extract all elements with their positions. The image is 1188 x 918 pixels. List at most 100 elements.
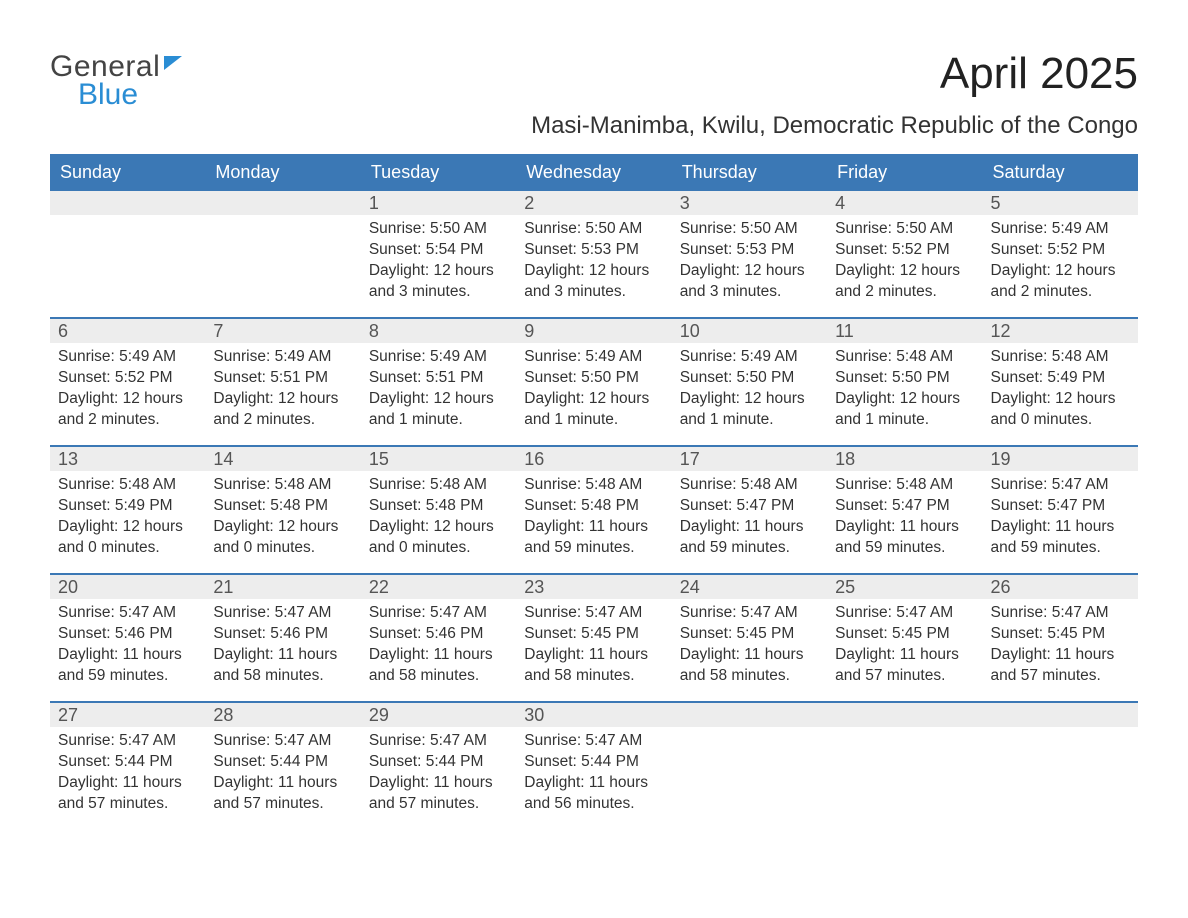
day-details: Sunrise: 5:48 AMSunset: 5:49 PMDaylight:… bbox=[983, 343, 1138, 431]
sunset-line: Sunset: 5:44 PM bbox=[524, 752, 663, 773]
sunrise-line: Sunrise: 5:50 AM bbox=[680, 219, 819, 240]
calendar-day-cell: 21Sunrise: 5:47 AMSunset: 5:46 PMDayligh… bbox=[205, 575, 360, 701]
day-number: 25 bbox=[827, 575, 982, 599]
month-title: April 2025 bbox=[531, 50, 1138, 98]
weekday-header-cell: Wednesday bbox=[516, 154, 671, 191]
sunrise-line: Sunrise: 5:48 AM bbox=[213, 475, 352, 496]
sunrise-line: Sunrise: 5:47 AM bbox=[991, 603, 1130, 624]
sunset-line: Sunset: 5:53 PM bbox=[680, 240, 819, 261]
day-number: 20 bbox=[50, 575, 205, 599]
day-details: Sunrise: 5:48 AMSunset: 5:48 PMDaylight:… bbox=[361, 471, 516, 559]
calendar-week-row: 20Sunrise: 5:47 AMSunset: 5:46 PMDayligh… bbox=[50, 573, 1138, 701]
daylight-line: Daylight: 12 hours and 3 minutes. bbox=[369, 261, 508, 303]
calendar-day-cell: 24Sunrise: 5:47 AMSunset: 5:45 PMDayligh… bbox=[672, 575, 827, 701]
weekday-header-cell: Monday bbox=[205, 154, 360, 191]
calendar-day-cell: 10Sunrise: 5:49 AMSunset: 5:50 PMDayligh… bbox=[672, 319, 827, 445]
brand-triangle-icon bbox=[164, 56, 182, 70]
daylight-line: Daylight: 11 hours and 56 minutes. bbox=[524, 773, 663, 815]
calendar-day-cell: 8Sunrise: 5:49 AMSunset: 5:51 PMDaylight… bbox=[361, 319, 516, 445]
daylight-line: Daylight: 11 hours and 59 minutes. bbox=[835, 517, 974, 559]
calendar-day-cell: 17Sunrise: 5:48 AMSunset: 5:47 PMDayligh… bbox=[672, 447, 827, 573]
sunset-line: Sunset: 5:53 PM bbox=[524, 240, 663, 261]
sunrise-line: Sunrise: 5:48 AM bbox=[991, 347, 1130, 368]
sunset-line: Sunset: 5:44 PM bbox=[213, 752, 352, 773]
sunset-line: Sunset: 5:50 PM bbox=[680, 368, 819, 389]
day-details: Sunrise: 5:49 AMSunset: 5:52 PMDaylight:… bbox=[50, 343, 205, 431]
daylight-line: Daylight: 12 hours and 0 minutes. bbox=[369, 517, 508, 559]
sunrise-line: Sunrise: 5:47 AM bbox=[524, 731, 663, 752]
calendar-day-cell: 15Sunrise: 5:48 AMSunset: 5:48 PMDayligh… bbox=[361, 447, 516, 573]
calendar-day-cell: 27Sunrise: 5:47 AMSunset: 5:44 PMDayligh… bbox=[50, 703, 205, 829]
daylight-line: Daylight: 11 hours and 58 minutes. bbox=[524, 645, 663, 687]
day-details: Sunrise: 5:49 AMSunset: 5:50 PMDaylight:… bbox=[516, 343, 671, 431]
day-number: 17 bbox=[672, 447, 827, 471]
calendar-empty-cell bbox=[827, 703, 982, 829]
daylight-line: Daylight: 11 hours and 57 minutes. bbox=[991, 645, 1130, 687]
day-details: Sunrise: 5:47 AMSunset: 5:44 PMDaylight:… bbox=[361, 727, 516, 815]
sunrise-line: Sunrise: 5:48 AM bbox=[58, 475, 197, 496]
sunrise-line: Sunrise: 5:49 AM bbox=[213, 347, 352, 368]
sunrise-line: Sunrise: 5:47 AM bbox=[991, 475, 1130, 496]
daylight-line: Daylight: 12 hours and 3 minutes. bbox=[524, 261, 663, 303]
day-number: 5 bbox=[983, 191, 1138, 215]
calendar-day-cell: 29Sunrise: 5:47 AMSunset: 5:44 PMDayligh… bbox=[361, 703, 516, 829]
day-details: Sunrise: 5:47 AMSunset: 5:46 PMDaylight:… bbox=[50, 599, 205, 687]
sunrise-line: Sunrise: 5:47 AM bbox=[213, 603, 352, 624]
calendar-empty-cell bbox=[50, 191, 205, 317]
day-number bbox=[827, 703, 982, 727]
daylight-line: Daylight: 12 hours and 2 minutes. bbox=[835, 261, 974, 303]
day-details: Sunrise: 5:48 AMSunset: 5:49 PMDaylight:… bbox=[50, 471, 205, 559]
day-details: Sunrise: 5:47 AMSunset: 5:44 PMDaylight:… bbox=[516, 727, 671, 815]
calendar-day-cell: 1Sunrise: 5:50 AMSunset: 5:54 PMDaylight… bbox=[361, 191, 516, 317]
sunrise-line: Sunrise: 5:48 AM bbox=[835, 347, 974, 368]
calendar-day-cell: 19Sunrise: 5:47 AMSunset: 5:47 PMDayligh… bbox=[983, 447, 1138, 573]
calendar-day-cell: 22Sunrise: 5:47 AMSunset: 5:46 PMDayligh… bbox=[361, 575, 516, 701]
sunset-line: Sunset: 5:49 PM bbox=[58, 496, 197, 517]
calendar-day-cell: 23Sunrise: 5:47 AMSunset: 5:45 PMDayligh… bbox=[516, 575, 671, 701]
weekday-header-cell: Friday bbox=[827, 154, 982, 191]
sunset-line: Sunset: 5:51 PM bbox=[369, 368, 508, 389]
sunrise-line: Sunrise: 5:50 AM bbox=[524, 219, 663, 240]
day-number: 8 bbox=[361, 319, 516, 343]
calendar-week-row: 6Sunrise: 5:49 AMSunset: 5:52 PMDaylight… bbox=[50, 317, 1138, 445]
day-details: Sunrise: 5:47 AMSunset: 5:47 PMDaylight:… bbox=[983, 471, 1138, 559]
title-block: April 2025 Masi-Manimba, Kwilu, Democrat… bbox=[531, 50, 1138, 140]
day-details: Sunrise: 5:47 AMSunset: 5:44 PMDaylight:… bbox=[205, 727, 360, 815]
calendar-day-cell: 3Sunrise: 5:50 AMSunset: 5:53 PMDaylight… bbox=[672, 191, 827, 317]
calendar-body: 1Sunrise: 5:50 AMSunset: 5:54 PMDaylight… bbox=[50, 191, 1138, 829]
day-number: 22 bbox=[361, 575, 516, 599]
sunset-line: Sunset: 5:47 PM bbox=[835, 496, 974, 517]
sunset-line: Sunset: 5:52 PM bbox=[835, 240, 974, 261]
sunset-line: Sunset: 5:50 PM bbox=[524, 368, 663, 389]
brand-word-2: Blue bbox=[78, 78, 138, 112]
sunset-line: Sunset: 5:44 PM bbox=[369, 752, 508, 773]
calendar-week-row: 1Sunrise: 5:50 AMSunset: 5:54 PMDaylight… bbox=[50, 191, 1138, 317]
daylight-line: Daylight: 12 hours and 0 minutes. bbox=[991, 389, 1130, 431]
daylight-line: Daylight: 11 hours and 57 minutes. bbox=[369, 773, 508, 815]
calendar-week-row: 27Sunrise: 5:47 AMSunset: 5:44 PMDayligh… bbox=[50, 701, 1138, 829]
sunrise-line: Sunrise: 5:49 AM bbox=[680, 347, 819, 368]
daylight-line: Daylight: 12 hours and 1 minute. bbox=[369, 389, 508, 431]
calendar-day-cell: 16Sunrise: 5:48 AMSunset: 5:48 PMDayligh… bbox=[516, 447, 671, 573]
daylight-line: Daylight: 12 hours and 0 minutes. bbox=[213, 517, 352, 559]
location-subtitle: Masi-Manimba, Kwilu, Democratic Republic… bbox=[531, 112, 1138, 140]
day-details: Sunrise: 5:48 AMSunset: 5:47 PMDaylight:… bbox=[672, 471, 827, 559]
daylight-line: Daylight: 11 hours and 59 minutes. bbox=[524, 517, 663, 559]
calendar-day-cell: 28Sunrise: 5:47 AMSunset: 5:44 PMDayligh… bbox=[205, 703, 360, 829]
day-details: Sunrise: 5:49 AMSunset: 5:50 PMDaylight:… bbox=[672, 343, 827, 431]
calendar-day-cell: 18Sunrise: 5:48 AMSunset: 5:47 PMDayligh… bbox=[827, 447, 982, 573]
sunset-line: Sunset: 5:47 PM bbox=[680, 496, 819, 517]
day-number: 3 bbox=[672, 191, 827, 215]
day-number: 11 bbox=[827, 319, 982, 343]
day-details: Sunrise: 5:48 AMSunset: 5:50 PMDaylight:… bbox=[827, 343, 982, 431]
sunset-line: Sunset: 5:50 PM bbox=[835, 368, 974, 389]
day-details: Sunrise: 5:50 AMSunset: 5:53 PMDaylight:… bbox=[672, 215, 827, 303]
sunrise-line: Sunrise: 5:48 AM bbox=[524, 475, 663, 496]
page: General Blue April 2025 Masi-Manimba, Kw… bbox=[0, 0, 1188, 918]
calendar-day-cell: 26Sunrise: 5:47 AMSunset: 5:45 PMDayligh… bbox=[983, 575, 1138, 701]
sunset-line: Sunset: 5:45 PM bbox=[524, 624, 663, 645]
calendar-week-row: 13Sunrise: 5:48 AMSunset: 5:49 PMDayligh… bbox=[50, 445, 1138, 573]
day-details: Sunrise: 5:50 AMSunset: 5:54 PMDaylight:… bbox=[361, 215, 516, 303]
sunrise-line: Sunrise: 5:47 AM bbox=[58, 731, 197, 752]
day-details: Sunrise: 5:47 AMSunset: 5:45 PMDaylight:… bbox=[672, 599, 827, 687]
